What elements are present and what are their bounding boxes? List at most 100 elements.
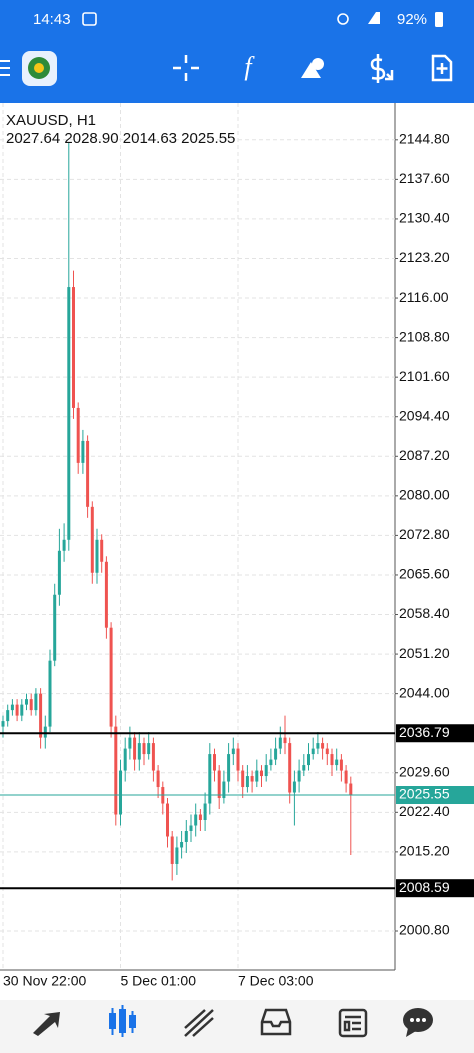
y-tick-label: 2000.80 bbox=[399, 922, 450, 938]
x-tick-label: 7 Dec 03:00 bbox=[238, 973, 314, 989]
trade-button[interactable] bbox=[370, 54, 394, 83]
candle-body bbox=[6, 710, 10, 722]
price-label: 2008.59 bbox=[399, 879, 450, 895]
y-tick-label: 2094.40 bbox=[399, 407, 450, 423]
candle-body bbox=[123, 748, 127, 771]
alarm-icon bbox=[337, 13, 349, 25]
candle-body bbox=[203, 803, 207, 821]
chat-tab[interactable] bbox=[403, 1008, 433, 1037]
candle-body bbox=[15, 704, 19, 716]
bottom-nav bbox=[0, 1000, 474, 1053]
candle-body bbox=[278, 737, 282, 749]
new-order-button[interactable] bbox=[431, 54, 453, 82]
candle-body bbox=[339, 759, 343, 771]
candle-body bbox=[292, 781, 296, 793]
candle-body bbox=[133, 737, 137, 760]
candle-body bbox=[156, 770, 160, 788]
y-tick-label: 2022.40 bbox=[399, 803, 450, 819]
candle-body bbox=[194, 814, 198, 826]
quotes-tab[interactable] bbox=[33, 1012, 60, 1036]
candle-body bbox=[86, 440, 90, 507]
y-tick-label: 2137.60 bbox=[399, 170, 450, 186]
candle-body bbox=[25, 699, 28, 705]
y-tick-label: 2065.60 bbox=[399, 566, 450, 582]
candle-body bbox=[128, 737, 132, 749]
candle-body bbox=[250, 776, 254, 782]
candle-body bbox=[104, 561, 108, 628]
candle-body bbox=[321, 743, 325, 749]
price-label-box bbox=[396, 724, 474, 743]
news-tab[interactable] bbox=[338, 1008, 368, 1038]
candle-body bbox=[67, 287, 71, 540]
candle-body bbox=[241, 770, 245, 788]
top-bar bbox=[0, 0, 474, 103]
candle-body bbox=[34, 693, 38, 711]
candle-body bbox=[316, 743, 320, 749]
y-tick-label: 2080.00 bbox=[399, 487, 450, 503]
candle-body bbox=[53, 594, 57, 661]
candle-body bbox=[189, 825, 193, 831]
candle-body bbox=[43, 726, 47, 738]
candle-body bbox=[166, 803, 169, 837]
candle-body bbox=[260, 770, 263, 777]
candle-body bbox=[39, 693, 43, 738]
candle-body bbox=[208, 754, 212, 804]
candle-body bbox=[222, 781, 226, 799]
candle-body bbox=[57, 550, 61, 595]
candle-body bbox=[114, 726, 118, 815]
candle-body bbox=[109, 627, 113, 727]
battery-level: 92% bbox=[397, 11, 427, 28]
candle-body bbox=[170, 836, 174, 864]
candle-body bbox=[100, 539, 104, 562]
history-tab[interactable] bbox=[260, 1008, 292, 1036]
candle-body bbox=[288, 743, 292, 793]
candle-body bbox=[307, 754, 310, 766]
candle-body bbox=[175, 847, 179, 864]
candle-body bbox=[81, 440, 85, 463]
candle-body bbox=[95, 539, 99, 573]
candle-body bbox=[29, 699, 33, 711]
signal-icon bbox=[368, 12, 380, 24]
candle-body bbox=[245, 776, 249, 788]
candle-body bbox=[48, 660, 52, 727]
candle-body bbox=[184, 830, 188, 842]
x-tick-label: 30 Nov 22:00 bbox=[3, 973, 86, 989]
candle-body bbox=[335, 759, 339, 766]
menu-button[interactable] bbox=[0, 60, 10, 76]
y-tick-label: 2116.00 bbox=[399, 289, 449, 305]
candle-body bbox=[151, 743, 155, 771]
app-logo[interactable] bbox=[22, 51, 57, 86]
candle-body bbox=[297, 770, 301, 782]
indicators-button[interactable]: f bbox=[244, 52, 255, 81]
crosshair-button[interactable] bbox=[173, 55, 199, 81]
candle-body bbox=[137, 743, 141, 760]
y-tick-label: 2108.80 bbox=[399, 328, 450, 344]
y-tick-label: 2072.80 bbox=[399, 526, 450, 542]
chart-tab[interactable] bbox=[109, 1005, 136, 1037]
y-tick-label: 2015.20 bbox=[399, 843, 450, 859]
y-tick-label: 2029.60 bbox=[399, 763, 450, 779]
candle-body bbox=[255, 770, 259, 782]
price-label-box bbox=[396, 879, 474, 898]
y-tick-label: 2123.20 bbox=[399, 249, 450, 265]
candle-body bbox=[311, 748, 315, 755]
symbol-title: XAUUSD, H1 bbox=[6, 112, 96, 129]
candle-body bbox=[90, 506, 94, 573]
trade-tab[interactable] bbox=[184, 1009, 214, 1037]
gallery-icon bbox=[82, 12, 97, 26]
price-label-box bbox=[396, 786, 474, 805]
candle-body bbox=[213, 754, 216, 771]
chart: 2144.80 2137.60 2130.40 2123.20 2116.00 2108.… bbox=[0, 103, 474, 989]
battery-icon bbox=[435, 12, 443, 27]
candle-body bbox=[231, 748, 235, 755]
objects-button[interactable] bbox=[301, 58, 324, 78]
candle-body bbox=[142, 743, 146, 755]
candle-body bbox=[76, 407, 80, 463]
candle-body bbox=[349, 783, 353, 796]
y-tick-label: 2101.60 bbox=[399, 368, 450, 384]
y-tick-label: 2058.40 bbox=[399, 605, 450, 621]
y-tick-label: 2087.20 bbox=[399, 447, 450, 463]
candle-body bbox=[344, 770, 348, 784]
ohlc-readout: 2027.64 2028.90 2014.63 2025.55 bbox=[6, 130, 235, 147]
